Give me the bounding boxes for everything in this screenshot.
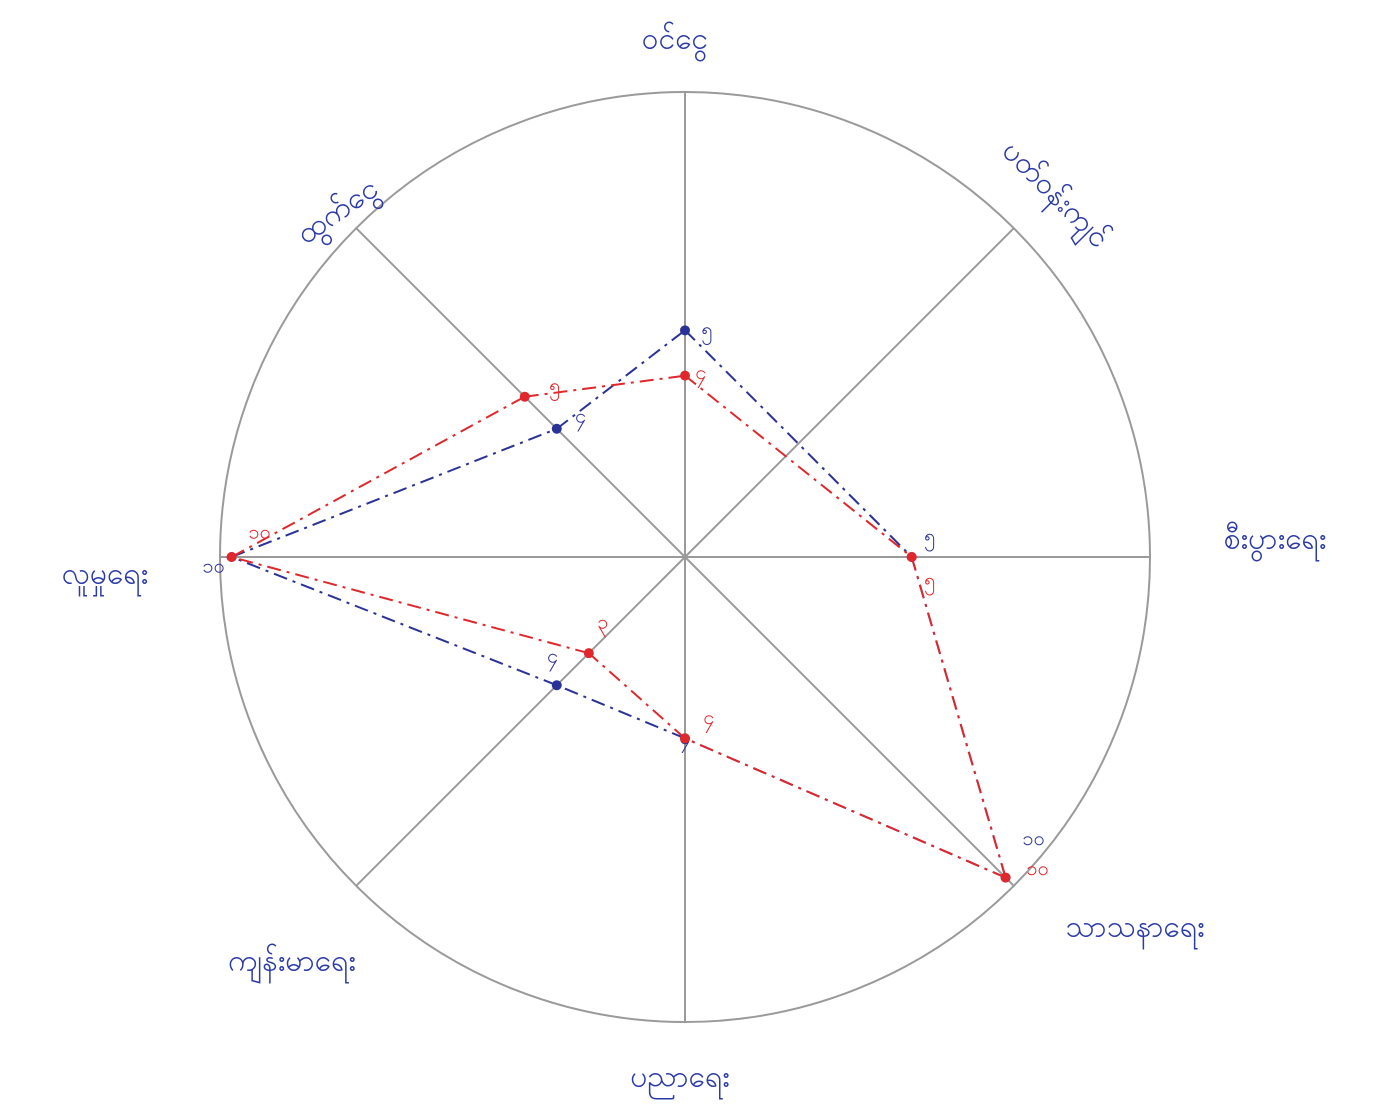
value-label: ၅ — [924, 524, 935, 552]
data-point — [680, 733, 690, 743]
data-point — [227, 552, 237, 562]
axis-label: လူမှုရေး — [62, 557, 148, 598]
data-point — [680, 371, 690, 381]
axis-spoke — [356, 228, 685, 557]
data-point — [552, 680, 562, 690]
series-segment — [589, 653, 685, 738]
axis-spoke — [356, 557, 685, 886]
value-label: ၁၀ — [248, 520, 271, 544]
axis-label: သာသနာရေး — [1065, 910, 1204, 951]
value-label: ၄ — [575, 403, 586, 431]
axis-label: စီးပွားရေး — [1224, 522, 1327, 563]
series-segment — [232, 397, 525, 557]
axis-label: ဝင်ငွေ — [642, 22, 708, 63]
value-label: ၅ — [924, 568, 935, 596]
value-label: ၄ — [703, 705, 714, 733]
series-segment — [685, 738, 1006, 877]
series-segment — [232, 429, 557, 557]
value-label: ၄ — [695, 360, 706, 388]
series-segment — [557, 685, 685, 738]
value-label: ၁၀ — [202, 554, 225, 578]
series-segment — [685, 376, 912, 557]
series-segment — [232, 557, 557, 685]
chart: ဝင်ငွေပတ်ဝန်းကျင်စီးပွားရေးသာသနာရေးပညာရေ… — [0, 0, 1374, 1110]
value-label: ၃ — [597, 610, 608, 638]
value-label: ၅ — [701, 317, 712, 345]
value-label: ၅ — [549, 373, 560, 401]
data-point — [1001, 873, 1011, 883]
axis-spoke — [685, 557, 1014, 886]
axis-label: ထွက်ငွေ — [290, 171, 388, 257]
axis-label: ပညာရေး — [630, 1060, 730, 1101]
data-point — [907, 552, 917, 562]
value-label: ၁၀ — [1026, 856, 1049, 880]
data-point — [584, 648, 594, 658]
series-segment — [232, 557, 589, 653]
value-label: ၁၀ — [1022, 826, 1045, 850]
value-label: ၄ — [547, 644, 558, 672]
data-point — [680, 325, 690, 335]
axis-label: ပတ်ဝန်းကျင် — [991, 133, 1117, 259]
data-point — [552, 424, 562, 434]
data-point — [520, 392, 530, 402]
axis-label: ကျန်းမာရေး — [228, 944, 356, 985]
